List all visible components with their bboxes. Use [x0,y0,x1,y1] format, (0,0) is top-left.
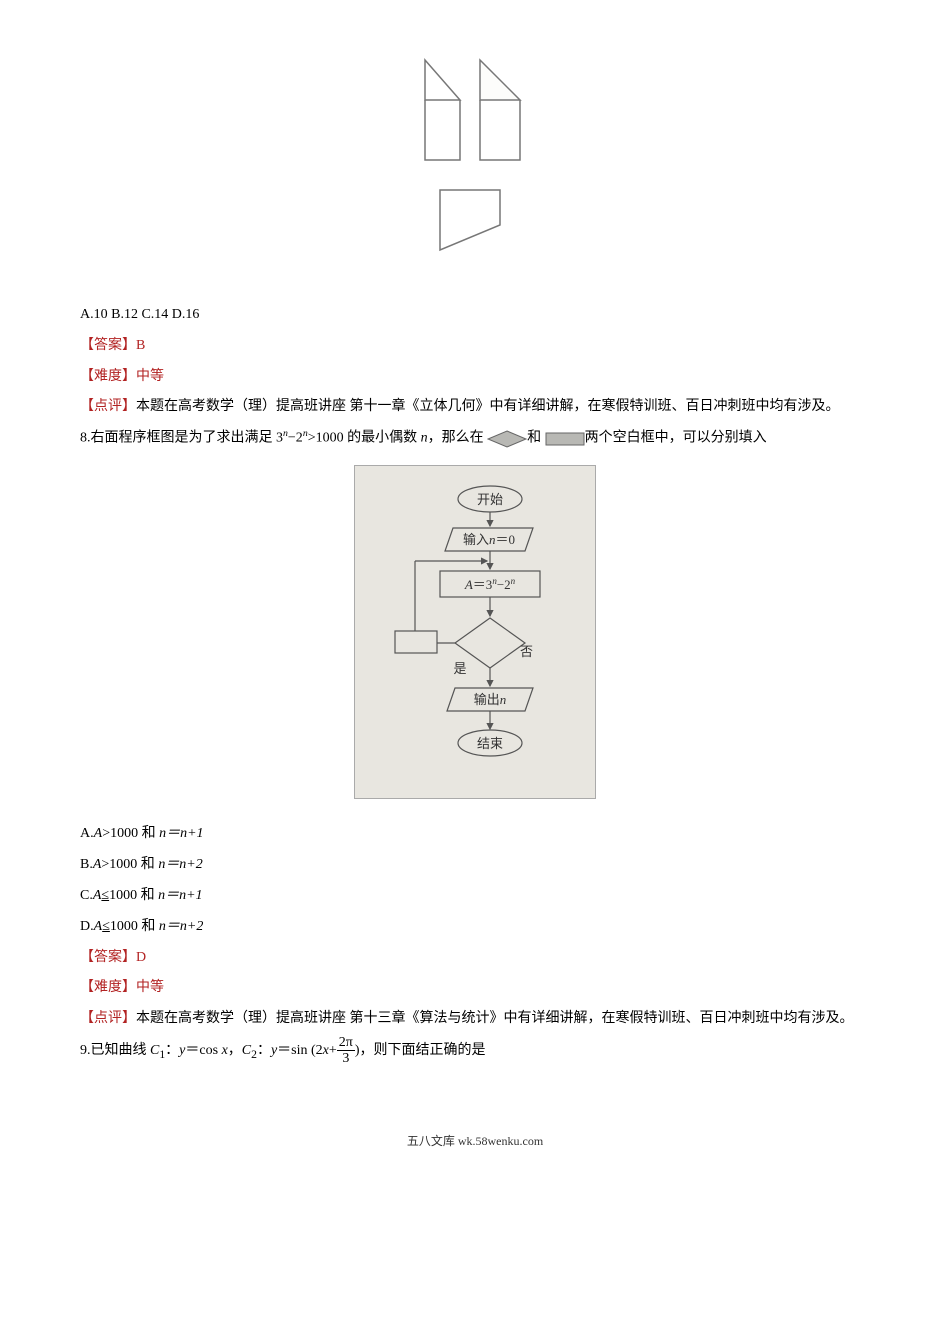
q8-difficulty-line: 【难度】中等 [80,973,870,1004]
q8-answer: D [136,950,146,965]
q8-choice-b: B.A>1000 和 n＝n+2 [80,850,870,881]
q9-frac-den: 3 [337,1051,355,1066]
rect-blank-icon [545,430,585,448]
q8d-prefix: D. [80,919,94,934]
q8-difficulty-label: 【难度】 [80,980,136,995]
q8c-text: 1000 和 [109,888,158,903]
q9-c1: C [150,1043,159,1058]
q8b-prefix: B. [80,857,93,872]
q9-comma: ， [228,1043,242,1058]
q8-flowchart-figure: 开始 输入n＝0 A＝3n−2n 是 否 [80,465,870,800]
q8c-eq: n＝n+1 [158,888,202,903]
svg-text:输出n: 输出n [474,692,507,707]
q9-fraction: 2π3 [337,1035,355,1067]
q7-geometry-figure [80,50,870,280]
q9-eq1: ＝cos [185,1043,221,1058]
q8-stem-suffix: 两个空白框中，可以分别填入 [585,431,767,446]
q8-n-var: n [421,431,428,446]
q9-colon1: ： [165,1043,179,1058]
svg-text:结束: 结束 [477,736,503,751]
q9-stem: 9.已知曲线 C1：y＝cos x，C2：y＝sin (2x+2π3)，则下面结… [80,1035,870,1068]
q8-stem: 8.右面程序框图是为了求出满足 3n−2n>1000 的最小偶数 n，那么在 和… [80,423,870,454]
svg-text:开始: 开始 [477,492,503,507]
q7-answer: B [136,338,145,353]
q7-difficulty: 中等 [136,369,164,384]
q8d-eq: n＝n+2 [159,919,203,934]
q7-choices: A.10 B.12 C.14 D.16 [80,300,870,331]
q9-suffix: )，则下面结正确的是 [355,1043,486,1058]
q8d-le: ≤ [102,919,110,934]
q7-answer-label: 【答案】 [80,338,136,353]
q8-stem-mid1: −2 [288,431,303,446]
q8-answer-label: 【答案】 [80,950,136,965]
svg-text:输入n＝0: 输入n＝0 [463,532,515,547]
page-footer: 五八文库 wk.58wenku.com [80,1128,870,1154]
q7-answer-line: 【答案】B [80,331,870,362]
q7-comment-label: 【点评】 [80,399,136,414]
q8a-var: A [94,826,103,841]
svg-text:A＝3n−2n: A＝3n−2n [464,576,516,592]
q8-difficulty: 中等 [136,980,164,995]
q8-choice-d: D.A≤1000 和 n＝n+2 [80,912,870,943]
q8a-text: >1000 和 [102,826,159,841]
q7-comment: 本题在高考数学（理）提高班讲座 第十一章《立体几何》中有详细讲解，在寒假特训班、… [136,399,840,414]
q8d-var: A [94,919,103,934]
q9-plus: + [329,1043,337,1058]
solid-geometry-icon [385,50,565,280]
q8-choice-a: A.A>1000 和 n＝n+1 [80,819,870,850]
svg-text:是: 是 [453,661,466,676]
q8c-prefix: C. [80,888,93,903]
q8-stem-prefix: 8.右面程序框图是为了求出满足 3 [80,431,283,446]
q7-difficulty-line: 【难度】中等 [80,362,870,393]
q9-prefix: 9.已知曲线 [80,1043,150,1058]
q8-stem-mid2: >1000 的最小偶数 [308,431,421,446]
q8-stem-mid4: 和 [527,431,541,446]
q8c-le: ≤ [101,888,109,903]
flowchart-icon: 开始 输入n＝0 A＝3n−2n 是 否 [375,481,575,771]
q9-frac-num: 2π [337,1035,355,1051]
q8-stem-mid3: ，那么在 [428,431,484,446]
q9-c2: C [242,1043,251,1058]
q8-comment-line: 【点评】本题在高考数学（理）提高班讲座 第十三章《算法与统计》中有详细讲解，在寒… [80,1004,870,1035]
q7-comment-line: 【点评】本题在高考数学（理）提高班讲座 第十一章《立体几何》中有详细讲解，在寒假… [80,392,870,423]
q8d-text: 1000 和 [110,919,159,934]
q9-colon2: ： [257,1043,271,1058]
q8-choice-c: C.A≤1000 和 n＝n+1 [80,881,870,912]
q8b-eq: n＝n+2 [158,857,202,872]
diamond-blank-icon [487,430,527,448]
q8-answer-line: 【答案】D [80,943,870,974]
q8-comment: 本题在高考数学（理）提高班讲座 第十三章《算法与统计》中有详细讲解，在寒假特训班… [136,1011,854,1026]
q9-eq2: ＝sin (2 [277,1043,323,1058]
q7-difficulty-label: 【难度】 [80,369,136,384]
q8b-text: >1000 和 [101,857,158,872]
q8a-prefix: A. [80,826,94,841]
q8a-eq: n＝n+1 [159,826,203,841]
svg-text:否: 否 [520,644,533,659]
q8-comment-label: 【点评】 [80,1011,136,1026]
